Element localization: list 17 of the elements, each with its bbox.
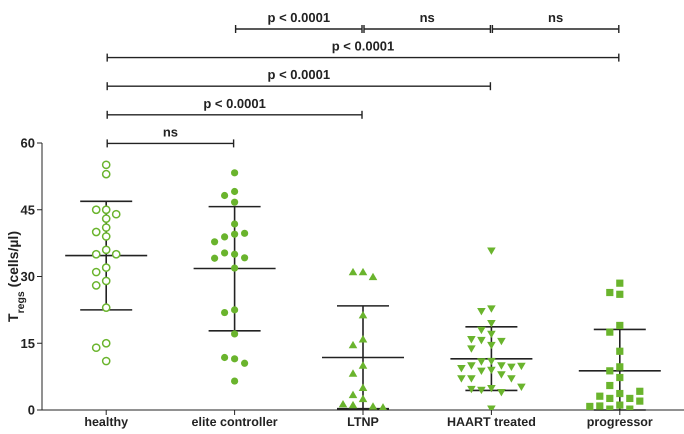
text: ns xyxy=(548,10,564,25)
x-tick-label: HAART treated xyxy=(446,414,536,429)
y-tick-label: 45 xyxy=(20,202,35,218)
x-tick-label: elite controller xyxy=(192,414,278,429)
text: ns xyxy=(420,10,435,25)
text: p < 0.0001 xyxy=(332,38,394,54)
y-tick-label: 0 xyxy=(28,402,35,418)
x-tick-label: LTNP xyxy=(347,414,379,429)
x-tick-label: healthy xyxy=(84,414,128,429)
text: ns xyxy=(162,124,178,140)
y-tick-label: 30 xyxy=(20,269,35,284)
y-tick-label: 60 xyxy=(20,136,35,151)
x-tick-label: progressor xyxy=(586,414,653,429)
text: p < 0.0001 xyxy=(268,67,330,82)
text: p < 0.0001 xyxy=(268,10,330,25)
text: p < 0.0001 xyxy=(203,96,266,111)
y-tick-label: 15 xyxy=(20,336,35,351)
